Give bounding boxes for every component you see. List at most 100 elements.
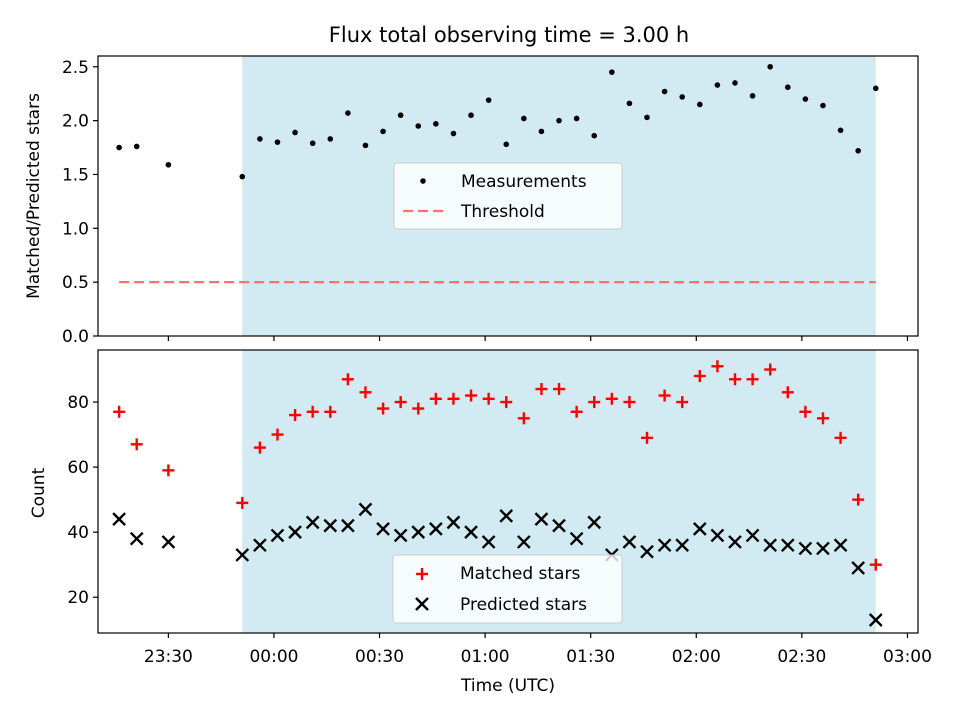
- top-legend: Measurements Threshold: [393, 162, 623, 230]
- predicted-star-point: [692, 522, 707, 536]
- bottom-y-tick-label: 40: [67, 523, 89, 543]
- matched-star-point: [834, 431, 847, 444]
- predicted-star-d2: [429, 522, 443, 536]
- predicted-star-d2: [323, 518, 338, 533]
- predicted-star-d2: [464, 525, 478, 540]
- measurement-point: [292, 129, 298, 136]
- matched-star-point: [341, 373, 354, 386]
- bottom-y-axis: 20 40 60 80: [67, 393, 98, 608]
- predicted-star-point: [481, 535, 496, 549]
- predicted-star-point: [411, 525, 426, 540]
- measurement-point: [767, 63, 773, 70]
- matched-star-point: [162, 464, 175, 477]
- predicted-star-d2: [270, 528, 285, 543]
- predicted-star-point: [235, 548, 250, 562]
- x-axis-label: Time (UTC): [460, 676, 555, 696]
- predicted-star-point: [129, 531, 144, 546]
- legend-measurements-label: Measurements: [461, 172, 587, 192]
- predicted-star-point: [516, 535, 531, 549]
- measurement-point: [538, 128, 545, 135]
- predicted-star-point: [253, 538, 267, 553]
- matched-star-point: [412, 402, 425, 415]
- matched-star-point: [517, 412, 530, 425]
- predicted-star-point: [323, 518, 338, 533]
- measurement-point: [165, 161, 172, 168]
- predicted-star-d2: [780, 538, 795, 553]
- bottom-x-axis: 23:30 00:00 00:30 01:00 01:30 02:00 02:30 03:00: [144, 633, 932, 667]
- measurements-series: [116, 63, 879, 180]
- predicted-star-point: [552, 518, 566, 533]
- measurement-point: [521, 115, 527, 122]
- matched-star-point: [253, 441, 266, 454]
- x-tick-label: 02:30: [777, 647, 826, 667]
- top-y-tick-label: 1.0: [62, 219, 89, 239]
- measurement-point: [714, 82, 721, 88]
- predicted-star-d2: [481, 535, 496, 549]
- predicted-star-d2: [552, 518, 566, 533]
- measurement-point: [732, 80, 738, 86]
- legend-threshold-label: Threshold: [460, 202, 545, 222]
- matched-star-point: [852, 493, 865, 506]
- measurement-point: [872, 85, 879, 92]
- predicted-star-point: [499, 509, 514, 523]
- matched-star-point: [869, 558, 882, 571]
- top-y-axis-label: Matched/Predicted stars: [24, 93, 44, 299]
- predicted-star-d2: [446, 515, 461, 530]
- top-y-tick-label: 0.5: [62, 273, 89, 293]
- matched-star-point: [465, 389, 478, 402]
- predicted-star-point: [657, 538, 672, 553]
- measurement-point: [239, 173, 246, 180]
- predicted-star-point: [341, 518, 355, 533]
- matched-star-point: [799, 405, 812, 418]
- matched-star-point: [306, 405, 319, 418]
- top-y-tick-label: 2.0: [62, 112, 89, 132]
- predicted-star-d2: [640, 544, 654, 559]
- predicted-star-d2: [710, 528, 725, 543]
- matched-star-point: [359, 386, 372, 399]
- predicted-star-point: [305, 515, 320, 530]
- measurement-point: [433, 121, 439, 127]
- predicted-star-point: [763, 538, 778, 553]
- predicted-star-d2: [833, 538, 848, 553]
- predicted-star-point: [587, 515, 602, 530]
- measurement-point: [274, 139, 281, 145]
- measurement-point: [468, 112, 474, 119]
- predicted-star-point: [161, 535, 176, 549]
- predicted-star-d2: [728, 535, 742, 549]
- bottom-plot-frame: [97, 349, 919, 634]
- predicted-star-d2: [376, 522, 390, 536]
- top-legend-box: [393, 162, 623, 230]
- predicted-star-point: [393, 528, 408, 543]
- matched-star-point: [711, 360, 724, 373]
- matched-star-point: [324, 405, 337, 418]
- measurement-point: [573, 115, 580, 122]
- measurement-point: [697, 101, 703, 108]
- predicted-star-d2: [798, 541, 813, 556]
- predicted-star-point: [534, 512, 549, 526]
- matched-star-point: [289, 409, 302, 422]
- x-tick-label: 00:00: [249, 647, 298, 667]
- predicted-star-point: [288, 525, 302, 540]
- bottom-legend: Matched stars Predicted stars: [392, 554, 623, 624]
- predicted-star-point: [112, 512, 126, 526]
- predicted-star-d2: [305, 515, 320, 530]
- predicted-star-point: [798, 541, 813, 556]
- matched-star-point: [746, 373, 759, 386]
- measurement-point: [327, 136, 334, 142]
- measurement-point: [749, 93, 756, 99]
- matched-star-point: [693, 370, 706, 383]
- top-y-axis: 0.0 0.5 1.0 1.5 2.0 2.5: [62, 58, 98, 347]
- measurement-point: [679, 94, 686, 100]
- matched-star-point: [394, 396, 407, 409]
- measurement-point: [661, 88, 668, 95]
- measurement-point: [820, 102, 826, 109]
- legend-measurements-marker: [420, 178, 426, 184]
- predicted-star-d2: [534, 512, 549, 526]
- predicted-star-d2: [393, 528, 408, 543]
- measurement-point: [644, 114, 650, 121]
- predicted-star-point: [640, 544, 654, 559]
- measurement-point: [591, 132, 598, 139]
- matched-star-point: [130, 438, 143, 451]
- top-y-tick-label: 0.0: [62, 327, 89, 347]
